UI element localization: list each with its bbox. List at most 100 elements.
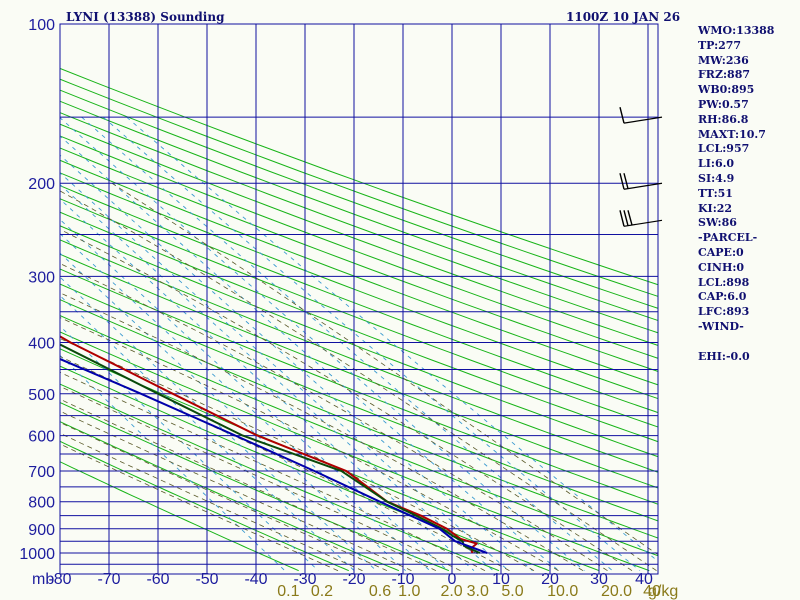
dry-adiabat-line <box>60 135 658 359</box>
parcel-profile <box>60 357 488 554</box>
temperature-tick-label: -20 <box>342 571 365 588</box>
temperature-tick-label: 20 <box>541 571 559 588</box>
pressure-unit-label: mb <box>32 571 54 588</box>
dry-adiabat-line <box>60 78 658 297</box>
moist-adiabat-line <box>60 443 339 572</box>
sounding-index: LI:6.0 <box>698 157 735 171</box>
temperature-tick-label: -10 <box>391 571 414 588</box>
moist-adiabat-line <box>60 398 437 572</box>
mixing-ratio-line <box>60 233 431 572</box>
sounding-profiles <box>60 335 488 554</box>
dry-adiabat-line <box>60 67 658 286</box>
pressure-tick-label: 500 <box>28 387 55 404</box>
dry-adiabat-line <box>60 112 658 334</box>
mixing-ratio-line <box>60 135 559 572</box>
moist-adiabat-line <box>60 410 412 572</box>
pressure-tick-label: 1000 <box>19 546 55 563</box>
pressure-tick-label: 900 <box>28 522 55 539</box>
mixing-ratio-tick-label: 3.0 <box>467 583 489 600</box>
sounding-index: TT:51 <box>698 186 733 200</box>
pressure-tick-label: 600 <box>28 429 55 446</box>
plot-frame <box>59 23 659 575</box>
sounding-index: CAPE:0 <box>698 245 744 259</box>
sounding-index: WMO:13388 <box>698 24 775 37</box>
moist-adiabat-line <box>60 421 388 572</box>
sounding-index: MAXT:10.7 <box>698 127 766 141</box>
sounding-index: PW:0.57 <box>698 97 749 111</box>
wind-barb-feather <box>627 210 633 226</box>
moist-adiabat-line <box>60 228 633 572</box>
temperature-profile <box>60 335 478 554</box>
wind-barb-feather <box>623 210 629 226</box>
pressure-axis: 100 200 300 400 500 600 700 800 900 1000 <box>19 17 55 563</box>
moist-adiabats <box>60 182 658 572</box>
sounding-index: LCL:898 <box>698 275 750 289</box>
sounding-index <box>698 335 798 350</box>
chart-title: LYNI (13388) Sounding <box>66 10 225 24</box>
moist-adiabat-line <box>60 371 486 572</box>
dry-adiabat-line <box>60 401 450 572</box>
mixing-ratio-tick-label: 0.1 <box>277 583 299 600</box>
temperature-tick-label: -70 <box>97 571 120 588</box>
mixing-ratio-line <box>60 198 475 572</box>
dry-adiabat-line <box>60 331 650 572</box>
sounding-index: LCL:957 <box>698 142 750 156</box>
dry-adiabat-line <box>60 159 658 386</box>
moist-adiabat-line <box>60 317 559 572</box>
dry-adiabat-line <box>60 268 658 505</box>
sounding-index: CINH:0 <box>698 260 745 274</box>
dry-adiabat-line <box>60 383 500 572</box>
sounding-index: EHI:-0.0 <box>698 349 750 363</box>
pressure-tick-label: 100 <box>28 17 55 34</box>
sounding-index: LFC:893 <box>698 305 750 319</box>
mixing-ratio-unit-label: g/kg <box>648 583 678 600</box>
wind-barbs <box>619 106 663 227</box>
dry-adiabat-line <box>60 299 658 539</box>
wind-barb-feather <box>619 106 625 124</box>
sounding-index: WB0:895 <box>698 83 755 97</box>
moist-adiabat-line <box>60 356 510 572</box>
temperature-axis: -80 -70 -60 -50 -40 -30 -20 -10 0 10 20 30 40 <box>48 571 653 588</box>
dry-adiabat-line <box>60 185 658 414</box>
dry-adiabat-line <box>60 440 350 572</box>
mixing-ratio-line <box>81 116 613 572</box>
sounding-index: -PARCEL- <box>698 231 758 245</box>
dry-adiabat-line <box>60 89 658 309</box>
mixing-ratio-line <box>126 116 658 562</box>
dry-adiabat-line <box>60 421 400 572</box>
pressure-tick-label: 300 <box>28 269 55 286</box>
sounding-index: TP:277 <box>698 38 742 52</box>
pressure-tick-label: 400 <box>28 335 55 352</box>
mixing-ratio-line <box>60 252 406 572</box>
dry-adiabat-line <box>60 461 299 572</box>
wind-barb-feather <box>619 210 625 227</box>
dry-adiabat-line <box>60 198 658 428</box>
pressure-tick-label: 200 <box>28 176 55 193</box>
temperature-tick-label: -60 <box>146 571 169 588</box>
sounding-indices-panel: WMO:13388 TP:277 MW:236 FRZ:887 WB0:895 PW:0.… <box>698 24 798 364</box>
wind-barb-staff <box>623 182 663 190</box>
temperature-tick-label: -50 <box>195 571 218 588</box>
pressure-tick-label: 800 <box>28 495 55 512</box>
sounding-index: FRZ:887 <box>698 68 751 82</box>
sounding-index: SW:86 <box>698 216 737 230</box>
temperature-tick-label: -40 <box>244 571 267 588</box>
dry-adiabat-line <box>60 239 658 473</box>
mixing-ratio-tick-label: 5.0 <box>501 583 523 600</box>
mixing-ratio-line <box>60 218 449 572</box>
dry-adiabat-line <box>60 283 658 522</box>
mixing-ratio-axis: 0.1 0.2 0.6 1.0 2.0 3.0 5.0 10.0 20.0 40 <box>277 583 661 600</box>
temperature-tick-label: 10 <box>492 571 510 588</box>
moist-adiabat-line <box>111 182 658 556</box>
temperature-tick-label: -30 <box>293 571 316 588</box>
dry-adiabat-line <box>60 253 658 489</box>
plot-area <box>60 24 658 574</box>
wind-barb-staff <box>623 116 663 124</box>
temperature-tick-label: 40 <box>635 571 653 588</box>
temperature-tick-label: 0 <box>448 571 457 588</box>
wind-barb-feather <box>623 173 629 189</box>
dry-adiabat-line <box>60 211 658 443</box>
mixing-ratio-tick-label: 0.6 <box>369 583 391 600</box>
sounding-index: SI:4.9 <box>698 171 735 185</box>
